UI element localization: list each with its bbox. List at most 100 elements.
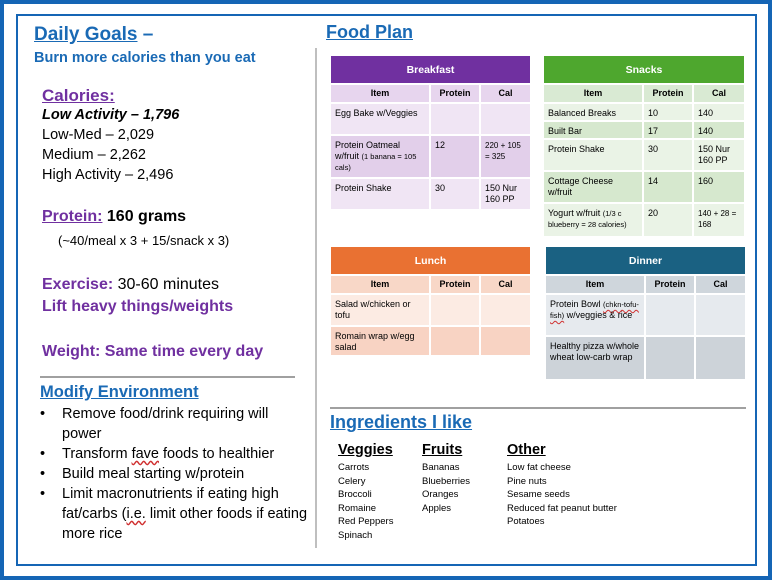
list-item: Sesame seeds (507, 489, 570, 500)
list-item: Reduced fat peanut butter (507, 502, 617, 514)
cell-protein (429, 295, 479, 325)
column-divider (315, 48, 317, 548)
list-item: Carrots (338, 462, 370, 473)
lift-weights-note: Lift heavy things/weights (42, 298, 234, 315)
snacks-column-header: Item Protein Cal (544, 83, 744, 102)
list-item-text: Build meal starting w/protein (62, 466, 245, 482)
snacks-header: Snacks (544, 56, 744, 83)
calories-heading: Calories: (42, 86, 115, 105)
spellcheck-word: fave (131, 446, 159, 462)
column-item: Item (585, 279, 605, 289)
calories-high-activity: High Activity – 2,496 (42, 167, 174, 183)
calories-low-activity: Low Activity – 1,796 (42, 107, 180, 123)
cell-cal: 140 (692, 122, 744, 138)
list-item: Apples (422, 502, 452, 514)
cell-item: Protein Shake (548, 144, 605, 154)
table-row: Healthy pizza w/whole wheat low-carb wra… (546, 335, 745, 379)
cell-item: Protein Bowl (chkn-tofu-fish) w/veggies … (546, 295, 644, 335)
cell-protein (644, 295, 694, 335)
list-item: Oranges (422, 489, 459, 500)
cell-cal (694, 337, 745, 379)
cell-item-text: Protein Oatmeal w/fruit (335, 140, 401, 161)
table-row: Romain wrap w/egg salad (331, 325, 530, 355)
cell-item: Protein Shake (335, 183, 392, 193)
daily-goals-title-text: Daily Goals (34, 24, 138, 45)
other-heading: Other (507, 442, 546, 458)
cell-protein: 14 (642, 172, 692, 202)
cell-item: Healthy pizza w/whole wheat low-carb wra… (550, 341, 640, 362)
fruits-column: Fruits Bananas Blueberries Oranges Apple… (422, 442, 470, 515)
list-item-text: Limit macronutrients if eating high fat/… (62, 486, 279, 522)
list-item: Red Peppers (338, 516, 394, 527)
cell-item-text: Protein Bowl (550, 299, 604, 309)
protein-goal: Protein: 160 grams (42, 208, 186, 226)
table-row: Balanced Breaks 10 140 (544, 102, 744, 120)
cell-protein: 10 (642, 104, 692, 120)
veggies-column: Veggies Carrots Celery Broccoli Romaine … (338, 442, 393, 542)
cell-cal: 150 Nur 160 PP (692, 140, 744, 170)
inner-frame (16, 14, 757, 566)
cell-item: Balanced Breaks (548, 108, 617, 118)
cell-cal (479, 295, 530, 325)
list-item: Transform fave foods to healthier (38, 444, 308, 464)
column-protein: Protein (429, 276, 479, 293)
cell-item-text: w/veggies & rice (564, 310, 633, 320)
cell-cal (694, 295, 745, 335)
cell-cal: 160 (692, 172, 744, 202)
table-row: Egg Bake w/Veggies (331, 102, 530, 134)
list-item-text: Transform (62, 446, 132, 462)
cell-item-note: (chkn-tofu-fish) (550, 300, 639, 320)
modify-environment-title: Modify Environment (40, 383, 199, 401)
calories-low-med: Low-Med – 2,029 (42, 127, 155, 143)
cell-protein (429, 104, 479, 134)
list-item-text: foods to healthier (158, 446, 275, 462)
table-row: Cottage Cheese w/fruit 14 160 (544, 170, 744, 202)
daily-goals-title: Daily Goals – (34, 24, 153, 46)
fruits-heading: Fruits (422, 442, 463, 458)
dinner-column-header: Item Protein Cal (546, 274, 745, 293)
lunch-table: Lunch Item Protein Cal Salad w/chicken o… (331, 247, 530, 355)
cell-item-text: Yogurt w/fruit (548, 208, 601, 218)
lunch-header: Lunch (331, 247, 530, 274)
dinner-table: Dinner Item Protein Cal Protein Bowl (ch… (546, 247, 745, 379)
other-column: Other Low fat cheese Pine nuts Sesame se… (507, 442, 617, 529)
cell-protein (429, 327, 479, 355)
exercise-goal: Exercise: 30-60 minutes (42, 276, 219, 294)
breakfast-column-header: Item Protein Cal (331, 83, 530, 102)
daily-goals-dash: – (137, 24, 154, 45)
list-item: Potatoes (507, 516, 545, 527)
cell-protein: 30 (429, 179, 479, 209)
table-row: Protein Shake 30 150 Nur 160 PP (331, 177, 530, 209)
breakfast-table: Breakfast Item Protein Cal Egg Bake w/Ve… (331, 56, 530, 209)
snacks-table: Snacks Item Protein Cal Balanced Breaks … (544, 56, 744, 236)
right-divider (330, 407, 746, 409)
list-item: Low fat cheese (507, 462, 571, 473)
list-item-text: Remove food/drink requiring will power (62, 406, 269, 442)
list-item: Broccoli (338, 489, 372, 500)
cell-protein (644, 337, 694, 379)
calories-medium: Medium – 2,262 (42, 147, 146, 163)
protein-value: 160 grams (102, 208, 187, 225)
veggies-heading: Veggies (338, 442, 393, 458)
cell-item: Egg Bake w/Veggies (335, 108, 418, 118)
list-item: Limit macronutrients if eating high fat/… (38, 484, 308, 544)
cell-cal (479, 327, 530, 355)
exercise-label: Exercise: (42, 276, 114, 293)
cell-item: Salad w/chicken or tofu (335, 299, 411, 320)
food-plan-title: Food Plan (326, 22, 413, 42)
cell-item: Cottage Cheese w/fruit (548, 176, 614, 197)
dinner-header: Dinner (546, 247, 745, 274)
cell-item: Built Bar (548, 126, 583, 136)
list-item: Blueberries (422, 475, 471, 487)
left-divider (40, 376, 295, 378)
lunch-column-header: Item Protein Cal (331, 274, 530, 293)
column-protein: Protein (642, 85, 692, 102)
list-item: Romaine (338, 502, 377, 514)
table-row: Protein Oatmeal w/fruit (1 banana = 105 … (331, 134, 530, 177)
list-item: Bananas (422, 462, 460, 473)
cell-cal: 220 + 105 = 325 (479, 136, 530, 177)
table-row: Salad w/chicken or tofu (331, 293, 530, 325)
cell-cal: 150 Nur 160 PP (479, 179, 530, 209)
cell-protein: 17 (642, 122, 692, 138)
